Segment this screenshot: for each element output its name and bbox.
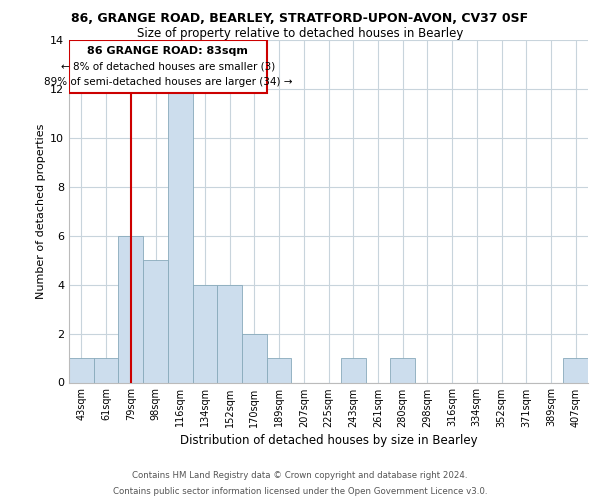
Text: Size of property relative to detached houses in Bearley: Size of property relative to detached ho… xyxy=(137,28,463,40)
Bar xyxy=(390,358,415,382)
Bar xyxy=(168,89,193,382)
Text: Contains public sector information licensed under the Open Government Licence v3: Contains public sector information licen… xyxy=(113,486,487,496)
Bar xyxy=(69,358,94,382)
Bar xyxy=(143,260,168,382)
X-axis label: Distribution of detached houses by size in Bearley: Distribution of detached houses by size … xyxy=(179,434,478,447)
Text: 89% of semi-detached houses are larger (34) →: 89% of semi-detached houses are larger (… xyxy=(44,77,292,87)
Bar xyxy=(217,284,242,382)
Y-axis label: Number of detached properties: Number of detached properties xyxy=(36,124,46,299)
Text: ← 8% of detached houses are smaller (3): ← 8% of detached houses are smaller (3) xyxy=(61,62,275,72)
FancyBboxPatch shape xyxy=(69,40,267,92)
Text: 86, GRANGE ROAD, BEARLEY, STRATFORD-UPON-AVON, CV37 0SF: 86, GRANGE ROAD, BEARLEY, STRATFORD-UPON… xyxy=(71,12,529,26)
Bar xyxy=(563,358,588,382)
Bar xyxy=(94,358,118,382)
Text: Contains HM Land Registry data © Crown copyright and database right 2024.: Contains HM Land Registry data © Crown c… xyxy=(132,472,468,480)
Bar xyxy=(341,358,365,382)
Bar xyxy=(242,334,267,382)
Bar xyxy=(267,358,292,382)
Text: 86 GRANGE ROAD: 83sqm: 86 GRANGE ROAD: 83sqm xyxy=(88,46,248,56)
Bar xyxy=(118,236,143,382)
Bar xyxy=(193,284,217,382)
